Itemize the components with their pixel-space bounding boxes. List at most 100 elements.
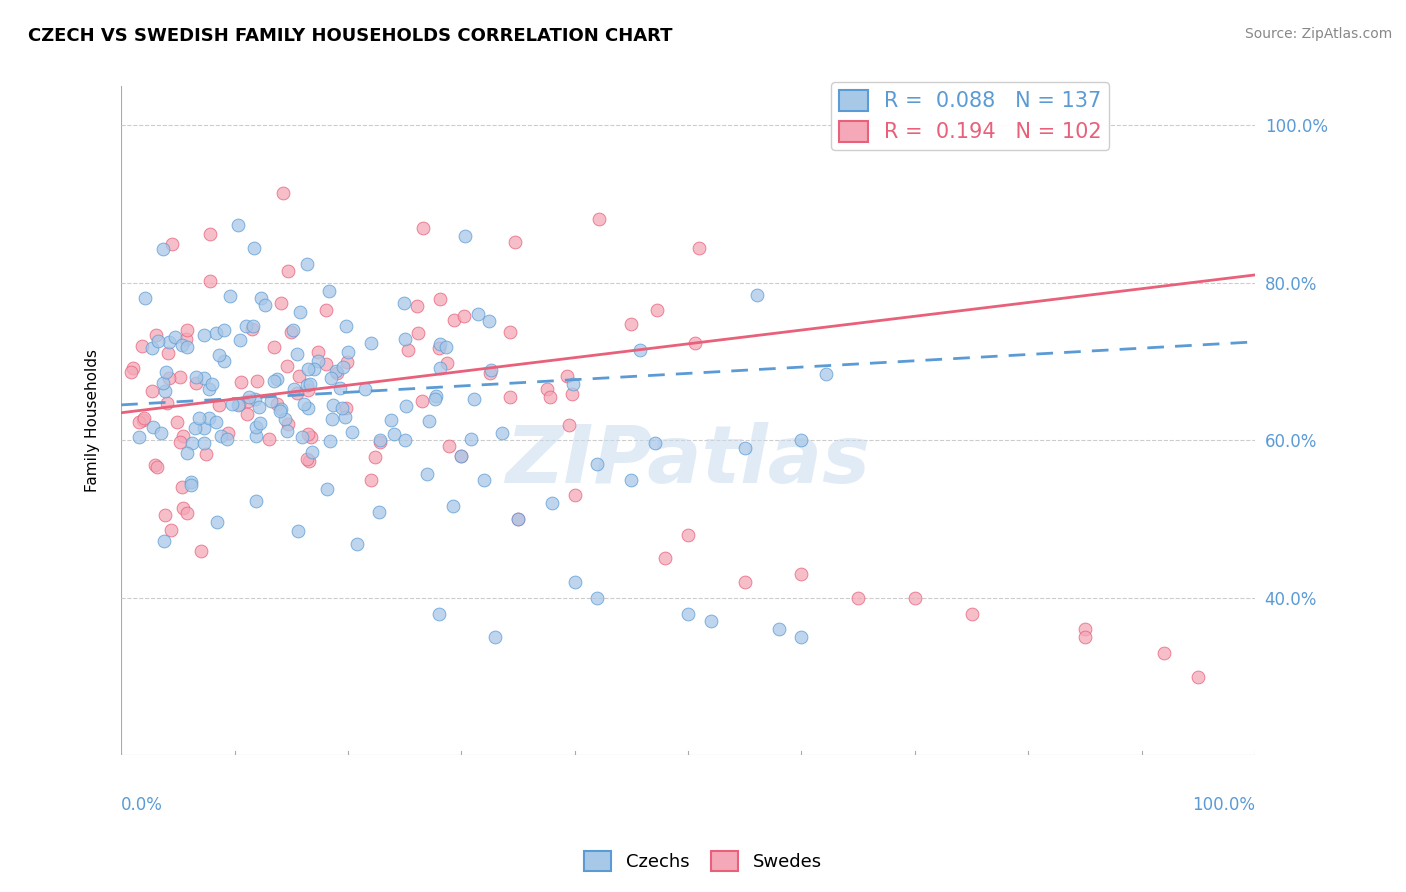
Point	[193, 327, 215, 342]
Point	[411, 394, 433, 409]
Point	[472, 473, 495, 487]
Point	[170, 480, 193, 494]
Point	[700, 615, 723, 629]
Point	[174, 332, 197, 346]
Point	[318, 284, 340, 298]
Point	[676, 528, 699, 542]
Point	[285, 385, 308, 400]
Point	[734, 575, 756, 590]
Point	[190, 543, 212, 558]
Point	[332, 360, 354, 375]
Point	[155, 384, 177, 399]
Point	[333, 410, 356, 425]
Point	[298, 454, 321, 468]
Point	[156, 346, 179, 360]
Point	[184, 370, 207, 384]
Point	[209, 428, 232, 442]
Point	[120, 365, 142, 379]
Point	[297, 427, 319, 442]
Point	[287, 368, 309, 383]
Point	[198, 410, 221, 425]
Point	[790, 567, 813, 582]
Point	[325, 364, 347, 378]
Point	[172, 338, 194, 352]
Point	[790, 434, 813, 448]
Point	[242, 318, 264, 333]
Point	[325, 366, 347, 380]
Point	[555, 369, 578, 384]
Point	[360, 335, 382, 350]
Point	[734, 441, 756, 455]
Point	[276, 359, 298, 373]
Point	[180, 475, 202, 489]
Text: 100.0%: 100.0%	[1192, 796, 1256, 814]
Y-axis label: Family Households: Family Households	[86, 349, 100, 492]
Point	[297, 378, 319, 392]
Point	[163, 330, 186, 344]
Point	[176, 323, 198, 337]
Point	[1153, 646, 1175, 660]
Point	[394, 434, 416, 448]
Point	[561, 387, 583, 401]
Point	[429, 292, 451, 306]
Point	[620, 473, 643, 487]
Point	[212, 354, 235, 368]
Point	[1074, 630, 1097, 644]
Point	[460, 432, 482, 446]
Point	[429, 337, 451, 351]
Point	[169, 435, 191, 450]
Point	[240, 321, 263, 335]
Point	[418, 414, 440, 428]
Point	[253, 298, 276, 312]
Point	[301, 445, 323, 459]
Point	[215, 433, 238, 447]
Point	[280, 325, 302, 339]
Point	[245, 494, 267, 508]
Point	[180, 478, 202, 492]
Point	[478, 314, 501, 328]
Point	[768, 623, 790, 637]
Point	[205, 515, 228, 529]
Point	[260, 394, 283, 409]
Point	[478, 367, 501, 381]
Text: 0.0%: 0.0%	[121, 796, 163, 814]
Point	[425, 389, 447, 403]
Point	[176, 340, 198, 354]
Point	[226, 218, 249, 232]
Point	[904, 591, 927, 605]
Point	[644, 436, 666, 450]
Point	[336, 355, 359, 369]
Point	[153, 508, 176, 522]
Point	[536, 382, 558, 396]
Point	[250, 291, 273, 305]
Point	[281, 323, 304, 337]
Point	[688, 241, 710, 255]
Point	[564, 575, 586, 590]
Point	[134, 411, 156, 425]
Point	[406, 326, 429, 341]
Point	[236, 394, 259, 409]
Point	[228, 396, 250, 410]
Point	[249, 416, 271, 430]
Point	[245, 392, 267, 406]
Text: Source: ZipAtlas.com: Source: ZipAtlas.com	[1244, 27, 1392, 41]
Point	[176, 446, 198, 460]
Point	[276, 424, 298, 438]
Point	[463, 392, 485, 407]
Point	[270, 402, 292, 417]
Point	[416, 467, 439, 481]
Point	[588, 211, 610, 226]
Point	[273, 186, 295, 200]
Point	[266, 397, 288, 411]
Point	[298, 376, 321, 391]
Point	[283, 382, 305, 396]
Point	[184, 376, 207, 391]
Point	[143, 458, 166, 473]
Point	[238, 390, 260, 404]
Point	[315, 357, 337, 371]
Point	[315, 303, 337, 318]
Point	[131, 339, 153, 353]
Point	[297, 361, 319, 376]
Point	[815, 368, 838, 382]
Point	[434, 340, 457, 354]
